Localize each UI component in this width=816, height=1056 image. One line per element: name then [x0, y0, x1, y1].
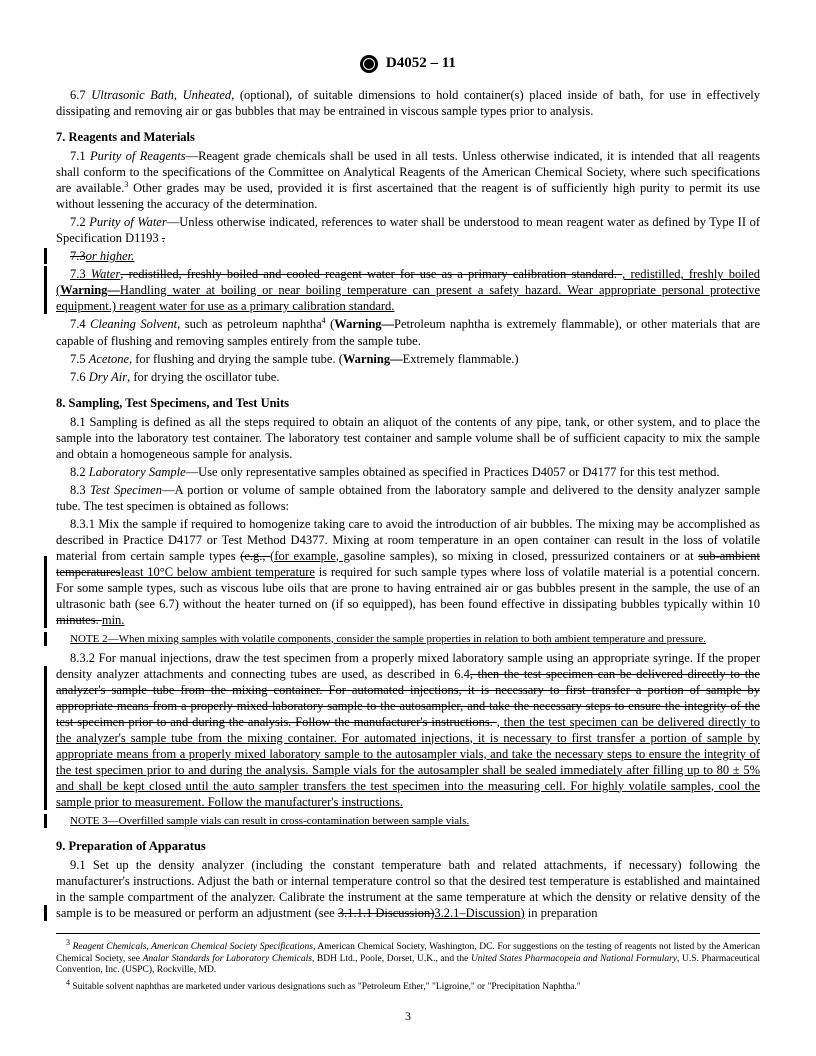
- barred-9-1: 9.1 Set up the density analyzer (includi…: [56, 857, 760, 921]
- para-7-1: 7.1 Purity of Reagents—Reagent grade che…: [56, 148, 760, 212]
- designation: D4052 – 11: [386, 55, 456, 71]
- para-7-4: 7.4 Cleaning Solvent, such as petroleum …: [56, 316, 760, 348]
- change-bar-icon: [44, 248, 47, 264]
- barred-note2: NOTE 2—When mixing samples with volatile…: [56, 632, 760, 646]
- barred-7-3b: 7.3 Water, redistilled, freshly boiled a…: [56, 266, 760, 314]
- change-bar-icon: [44, 632, 47, 646]
- sec8-title: 8. Sampling, Test Specimens, and Test Un…: [56, 395, 760, 411]
- footnotes: 3 Reagent Chemicals, American Chemical S…: [56, 933, 760, 996]
- change-bar-icon: [44, 666, 47, 810]
- change-bar-icon: [44, 905, 47, 921]
- barred-note3: NOTE 3—Overfilled sample vials can resul…: [56, 814, 760, 828]
- para-8-3: 8.3 Test Specimen—A portion or volume of…: [56, 482, 760, 514]
- barred-7-3a: 7.3or higher.: [56, 248, 760, 264]
- change-bar-icon: [44, 266, 47, 314]
- para-6-7: 6.7 Ultrasonic Bath, Unheated, (optional…: [56, 87, 760, 119]
- page-number: 3: [0, 1009, 816, 1024]
- sec7-title: 7. Reagents and Materials: [56, 129, 760, 145]
- change-bar-icon: [44, 814, 47, 828]
- para-8-1: 8.1 Sampling is defined as all the steps…: [56, 414, 760, 462]
- barred-8-3-2: 8.3.2 For manual injections, draw the te…: [56, 650, 760, 810]
- para-7-6: 7.6 Dry Air, for drying the oscillator t…: [56, 369, 760, 385]
- para-7-5: 7.5 Acetone, for flushing and drying the…: [56, 351, 760, 367]
- barred-8-3-1: 8.3.1 Mix the sample if required to homo…: [56, 516, 760, 628]
- page-header: D4052 – 11: [56, 54, 760, 73]
- astm-logo-icon: [360, 55, 378, 73]
- sec9-title: 9. Preparation of Apparatus: [56, 838, 760, 854]
- para-8-2: 8.2 Laboratory Sample—Use only represent…: [56, 464, 760, 480]
- para-7-2: 7.2 Purity of Water—Unless otherwise ind…: [56, 214, 760, 246]
- change-bar-icon: [44, 556, 47, 628]
